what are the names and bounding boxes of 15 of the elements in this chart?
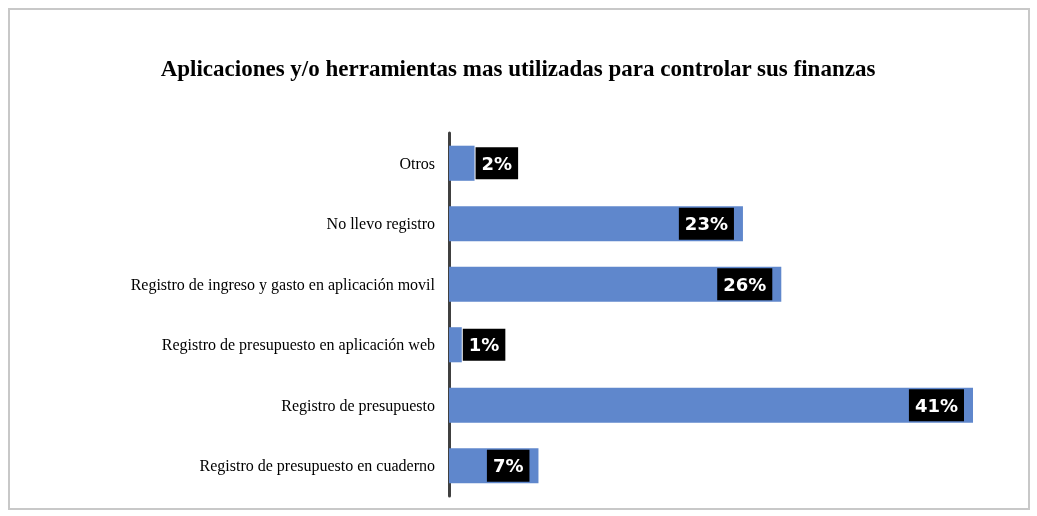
y-tick-label: Registro de presupuesto en cuaderno <box>199 457 435 476</box>
bar <box>449 387 973 423</box>
data-label: 41% <box>914 394 958 416</box>
y-tick-label: Otros <box>399 154 435 172</box>
y-tick-label: Registro de presupuesto en aplicación web <box>161 336 435 355</box>
data-label: 26% <box>723 273 767 295</box>
y-tick-label: Registro de ingreso y gasto en aplicación movil <box>130 275 436 294</box>
data-label: 23% <box>684 213 728 235</box>
data-label: 2% <box>481 152 513 174</box>
y-tick-label: No llevo registro <box>326 215 435 234</box>
bar <box>449 327 462 363</box>
data-label: 7% <box>492 455 524 477</box>
data-label: 1% <box>468 334 500 356</box>
chart-title: Aplicaciones y/o herramientas mas utilizadas para controlar sus finanzas <box>160 55 876 81</box>
y-tick-label: Registro de presupuesto <box>281 396 435 415</box>
